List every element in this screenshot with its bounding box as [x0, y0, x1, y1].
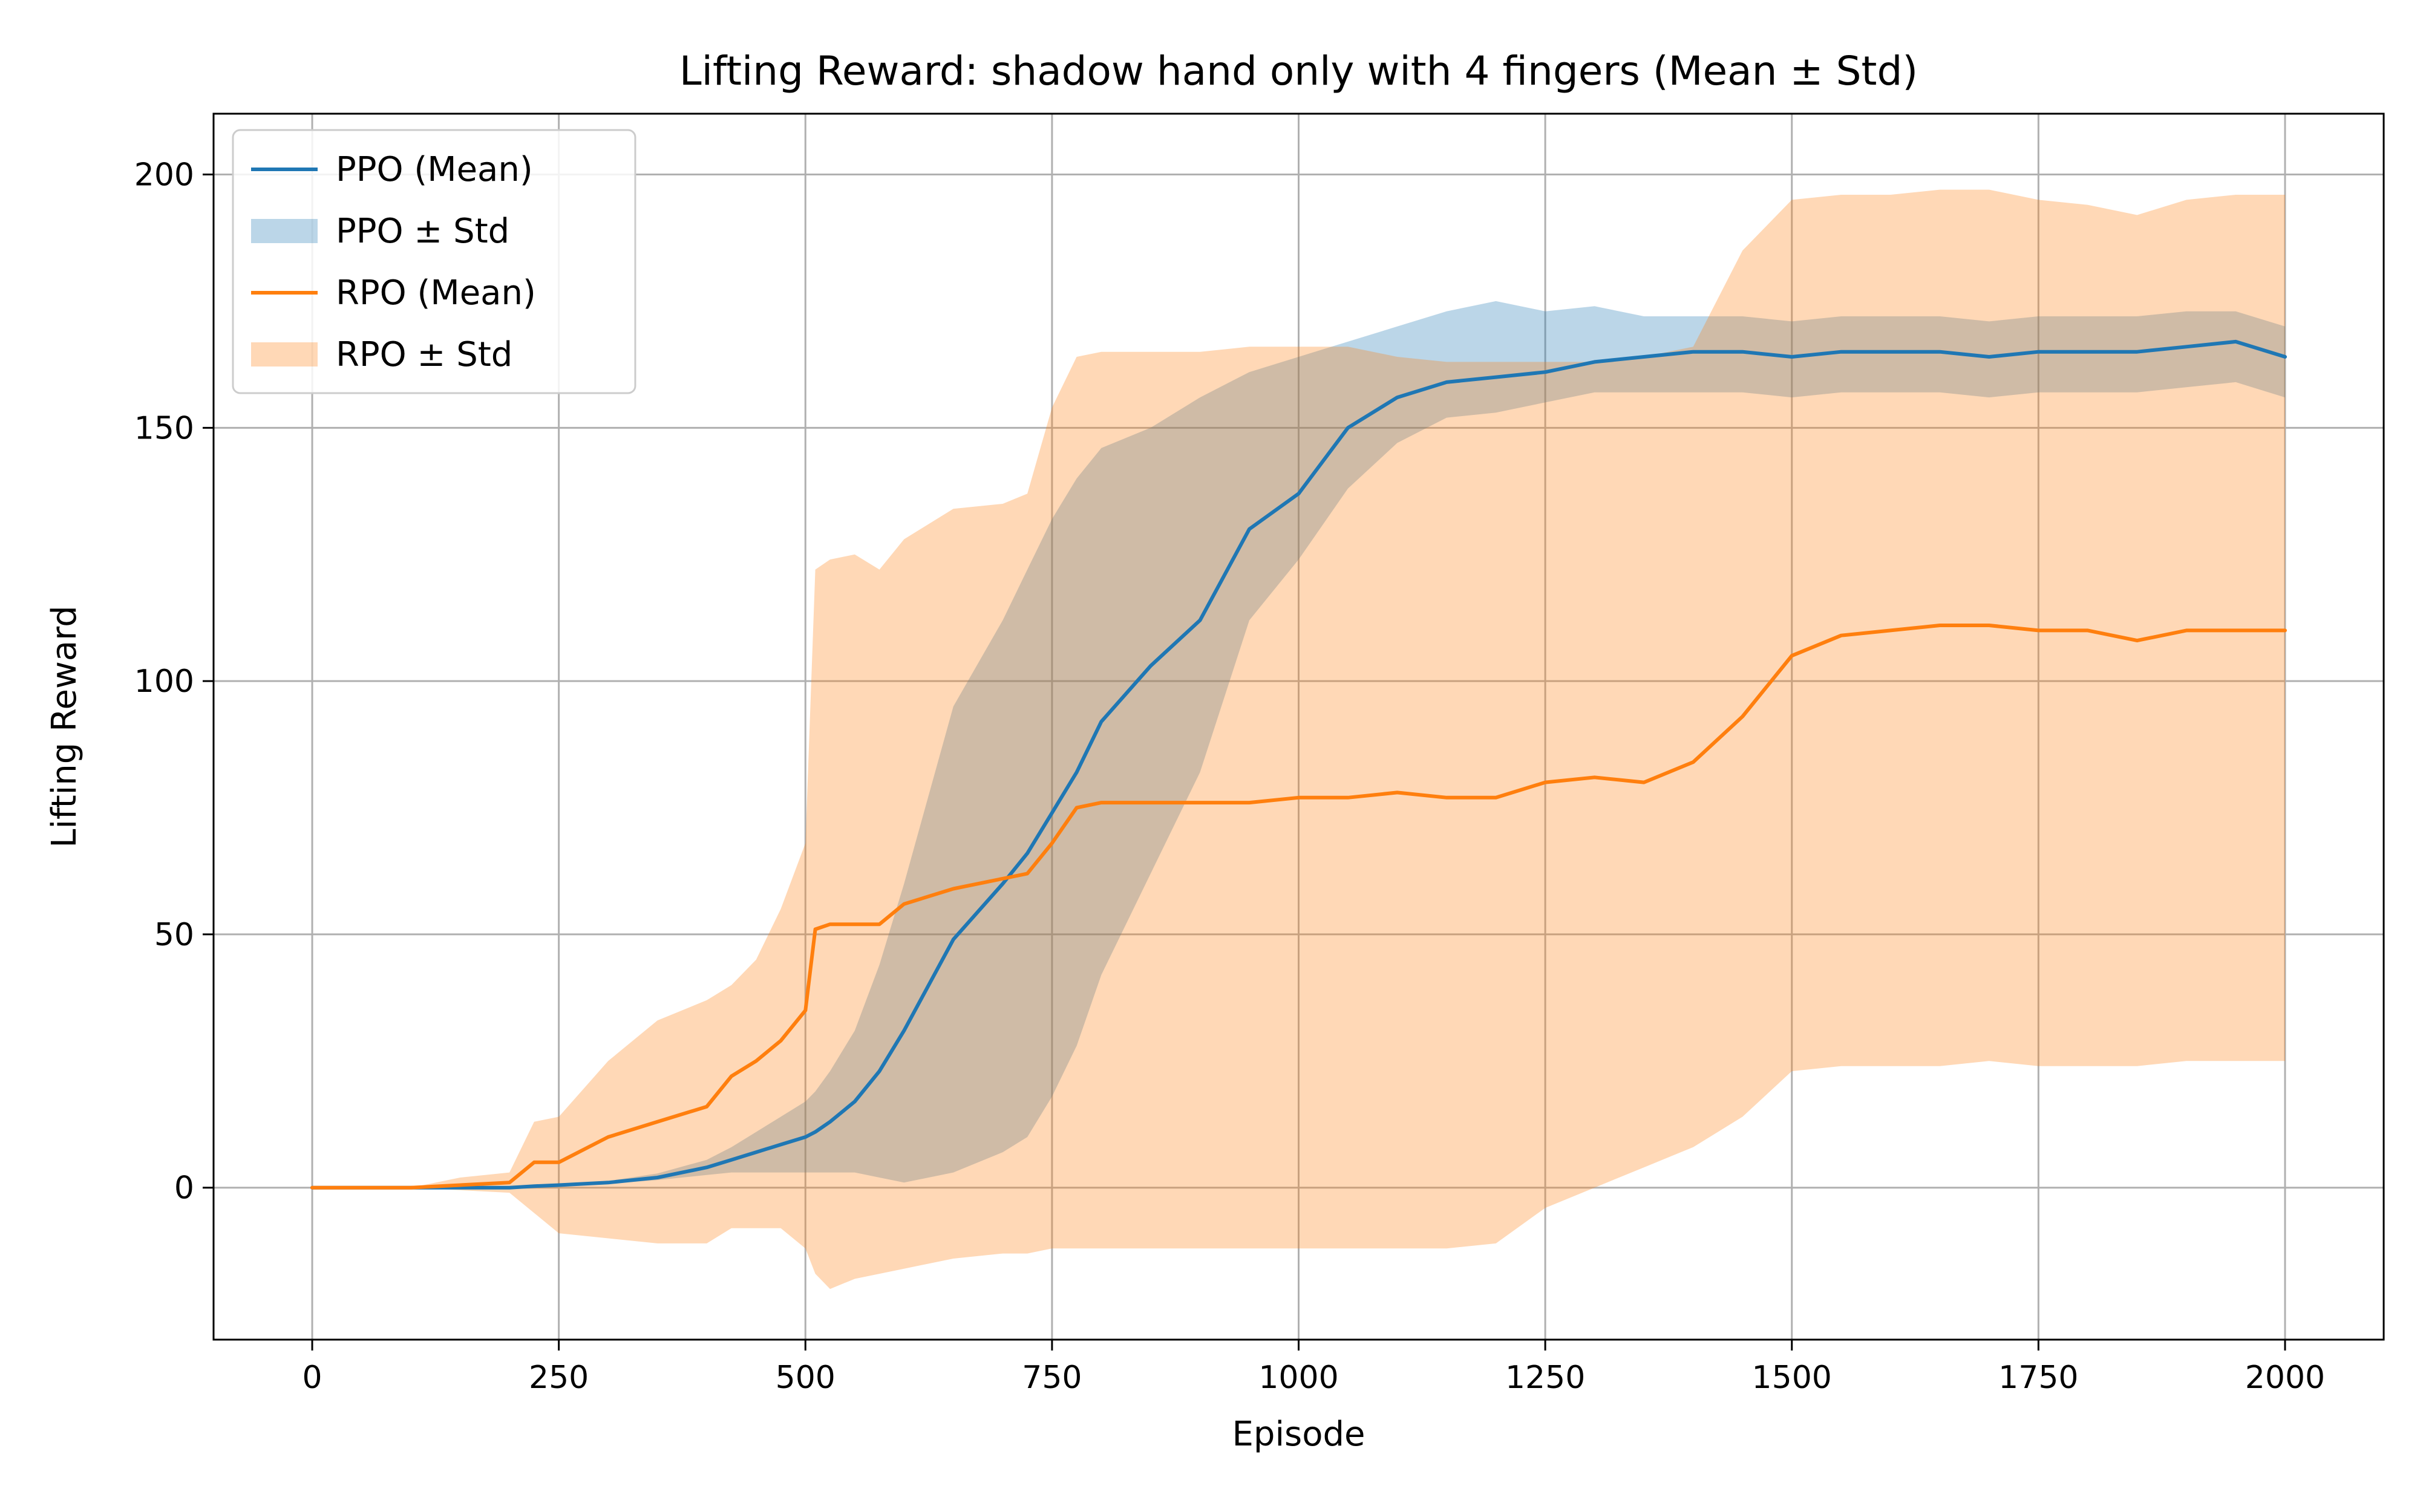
mean-lines — [310, 339, 2287, 1190]
x-tick-label-2000: 2000 — [2245, 1360, 2325, 1396]
x-tick-label-1000: 1000 — [1258, 1360, 1338, 1396]
grid-lines — [214, 114, 2384, 1340]
ppo-std-band — [312, 301, 2285, 1188]
chart-title: Lifting Reward: shadow hand only with 4 … — [679, 48, 1918, 94]
legend-box — [232, 129, 636, 394]
std-bands — [312, 189, 2285, 1289]
x-tick-label-500: 500 — [776, 1360, 836, 1396]
x-axis-label: Episode — [1232, 1415, 1365, 1454]
legend-label-ppo-mean: PPO (Mean) — [336, 150, 533, 189]
legend-label-rpo-mean: RPO (Mean) — [336, 273, 536, 313]
rpo-mean-line — [310, 624, 2287, 1190]
x-tick-label-750: 750 — [1022, 1360, 1082, 1396]
x-tick-label-1750: 1750 — [1998, 1360, 2078, 1396]
y-tick-label-150: 150 — [134, 410, 194, 446]
chart-legend: PPO (Mean) PPO ± Std RPO (Mean) RPO ± Std — [232, 129, 636, 394]
legend-swatch-rpo-std — [251, 342, 318, 367]
x-tick-label-0: 0 — [302, 1360, 322, 1396]
legend-swatch-ppo-std — [251, 219, 318, 243]
x-tick-label-1250: 1250 — [1505, 1360, 1585, 1396]
x-tick-label-250: 250 — [529, 1360, 589, 1396]
ppo-mean-line — [310, 339, 2287, 1190]
rpo-std-band — [312, 189, 2285, 1289]
x-tick-label-1500: 1500 — [1752, 1360, 1832, 1396]
y-tick-label-100: 100 — [134, 663, 194, 700]
legend-label-rpo-std: RPO ± Std — [336, 335, 512, 374]
y-tick-label-200: 200 — [134, 157, 194, 194]
axis-ticks: 0 250 500 750 1000 1250 1500 1750 2000 0 50 100 150 2… — [134, 157, 2325, 1396]
y-axis-label: Lifting Reward — [45, 605, 84, 847]
legend-label-ppo-std: PPO ± Std — [336, 212, 509, 251]
y-tick-label-50: 50 — [154, 917, 194, 953]
y-tick-label-0: 0 — [174, 1170, 194, 1207]
